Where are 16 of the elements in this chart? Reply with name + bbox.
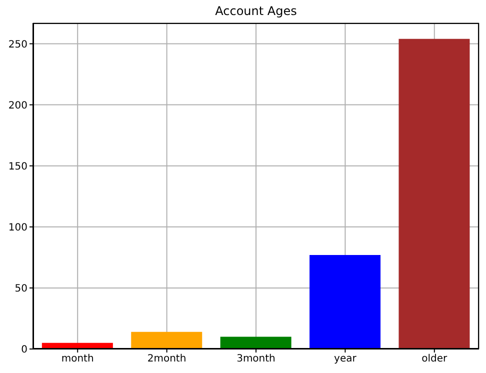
x-tick-label: 2month [147, 354, 186, 365]
y-tick-label: 200 [8, 100, 28, 112]
bar [131, 332, 202, 349]
y-tick-label: 0 [21, 344, 28, 356]
y-tick-label: 100 [8, 222, 28, 234]
bar [310, 254, 381, 349]
y-tick-label: 250 [8, 39, 28, 50]
x-tick-label: month [61, 354, 94, 365]
y-tick-label: 50 [14, 284, 28, 294]
bar [220, 336, 292, 349]
x-tick-label: 3month [236, 354, 276, 365]
bar [398, 38, 470, 349]
x-tick-label: year [334, 354, 358, 365]
x-tick-label: older [422, 354, 448, 365]
chart-title: Account Ages [214, 4, 298, 18]
y-tick-label: 150 [8, 161, 28, 172]
